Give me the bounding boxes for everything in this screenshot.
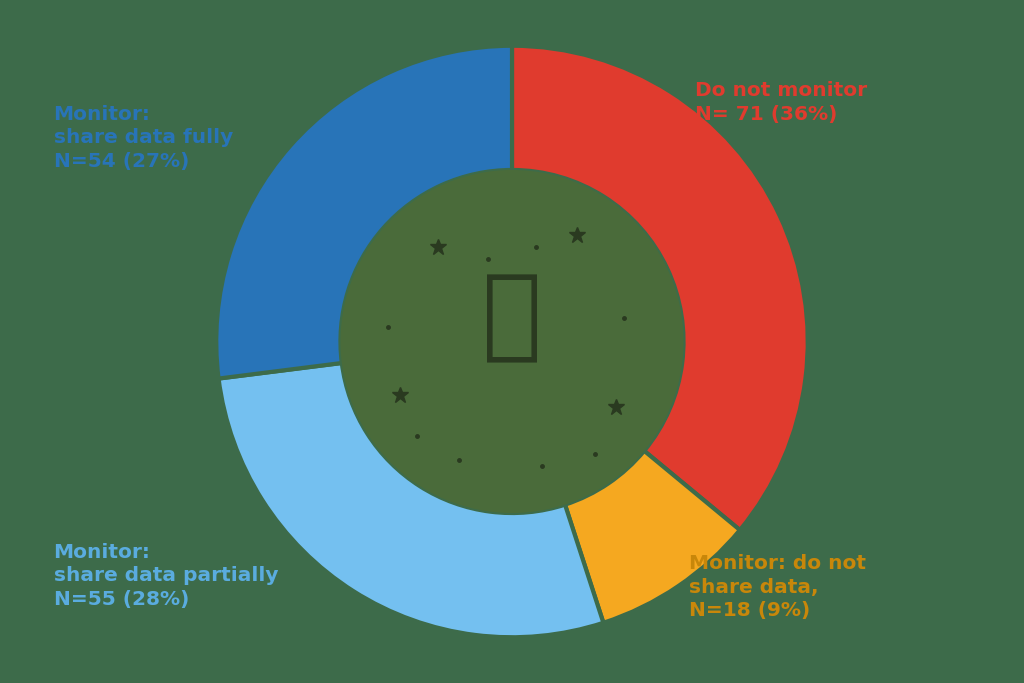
- Circle shape: [340, 170, 684, 513]
- Wedge shape: [512, 46, 808, 530]
- Text: Monitor:
share data partially
N=55 (28%): Monitor: share data partially N=55 (28%): [53, 542, 279, 609]
- Wedge shape: [216, 46, 512, 378]
- Wedge shape: [565, 451, 740, 623]
- Text: Monitor:
share data fully
N=54 (27%): Monitor: share data fully N=54 (27%): [53, 105, 232, 171]
- Wedge shape: [218, 363, 603, 637]
- Text: Monitor: do not
share data,
N=18 (9%): Monitor: do not share data, N=18 (9%): [689, 555, 866, 620]
- Text: Do not monitor
N= 71 (36%): Do not monitor N= 71 (36%): [695, 81, 867, 124]
- Text: 🌬: 🌬: [482, 269, 542, 366]
